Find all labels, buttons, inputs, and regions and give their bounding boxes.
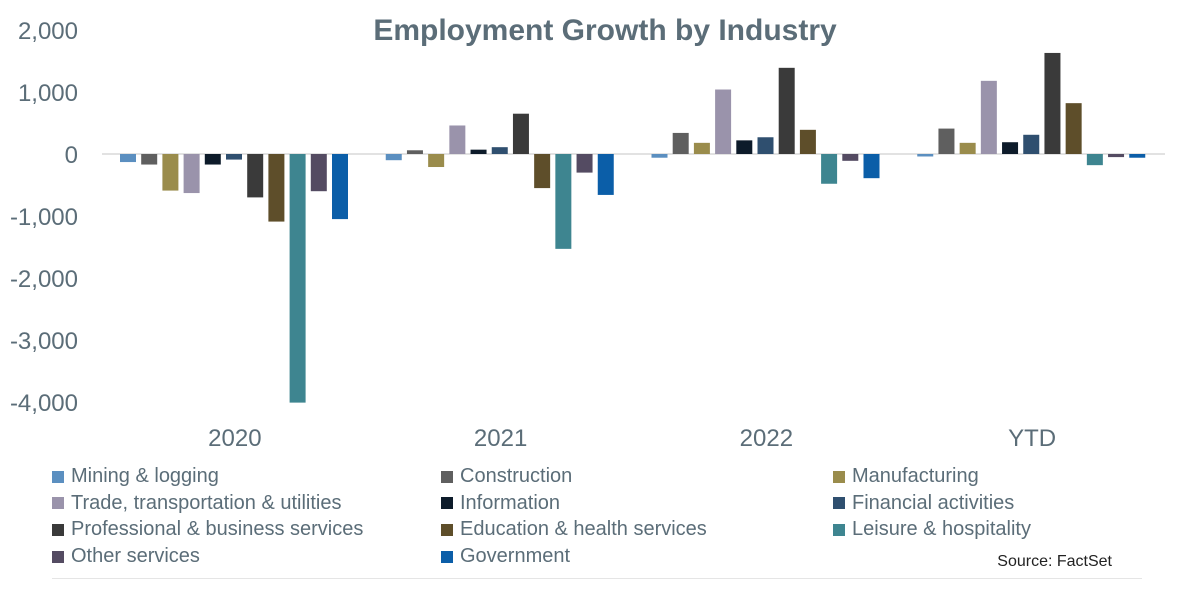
bar [1023, 134, 1040, 154]
legend-swatch [52, 523, 64, 536]
legend-swatch [441, 470, 453, 483]
bar [120, 154, 136, 163]
legend-item: Financial activities [833, 492, 1014, 515]
bar [917, 154, 934, 157]
legend-item: Professional & business services [52, 518, 363, 541]
bar [821, 154, 838, 184]
bar [310, 154, 327, 192]
bar [141, 154, 158, 165]
legend-label: Information [460, 491, 561, 514]
y-axis: 2,000 1,000 0 -1,000 -2,000 -3,000 -4,000 [10, 18, 1165, 417]
bar [736, 140, 753, 154]
x-tick-label: 2020 [208, 425, 261, 452]
bar [1086, 154, 1103, 166]
legend-item: Construction [441, 465, 572, 488]
y-tick-label: -4,000 [10, 390, 78, 417]
bar [470, 149, 487, 154]
legend-label: Mining & logging [71, 465, 219, 487]
legend-label: Financial activities [852, 491, 1015, 514]
legend-swatch [52, 550, 64, 563]
y-tick-label: -3,000 [10, 328, 78, 355]
x-tick-label: 2021 [474, 425, 527, 452]
y-tick-label: 0 [65, 142, 78, 169]
bar [597, 154, 614, 195]
legend-label: Education & health services [460, 518, 707, 541]
y-tick-label: -1,000 [10, 204, 78, 231]
legend-item: Information [441, 492, 560, 515]
y-tick-label: -2,000 [10, 266, 78, 293]
x-tick-label: 2022 [740, 425, 793, 452]
legend-swatch [833, 523, 845, 536]
legend-swatch [441, 523, 453, 536]
legend-label: Other services [71, 545, 200, 568]
bar [1108, 154, 1125, 158]
chart-title: Employment Growth by Industry [373, 14, 837, 47]
bar [226, 154, 242, 160]
legend-swatch [52, 497, 64, 510]
legend-swatch [833, 497, 845, 510]
bar [778, 67, 795, 154]
bar [1044, 52, 1061, 154]
legend-label: Leisure & hospitality [852, 518, 1031, 541]
legend-item: Education & health services [441, 518, 707, 541]
legend-swatch [52, 470, 64, 483]
y-tick-label: 2,000 [18, 18, 78, 45]
bar [162, 154, 179, 191]
bar [757, 137, 774, 154]
bar [268, 154, 285, 222]
x-axis: 2020 2021 2022 YTD [208, 425, 1056, 452]
bar [449, 125, 466, 154]
bar [576, 154, 593, 173]
bar [555, 154, 572, 249]
legend-swatch [441, 497, 453, 510]
bar [512, 113, 529, 154]
source-note: Source: FactSet [997, 553, 1112, 570]
legend-label: Government [460, 545, 571, 568]
legend-label: Manufacturing [852, 465, 979, 487]
bar [204, 154, 221, 165]
bar [491, 147, 508, 154]
bar [651, 154, 668, 158]
legend-swatch [441, 550, 453, 563]
legend-swatch [833, 470, 845, 483]
bar [938, 128, 955, 154]
legend-label: Construction [460, 465, 573, 487]
bar [672, 132, 689, 154]
bar [428, 154, 445, 168]
legend-item: Mining & logging [52, 465, 219, 488]
bar [863, 154, 880, 179]
bar [1002, 142, 1019, 154]
bar [799, 129, 816, 154]
bar [183, 154, 200, 194]
bar [693, 142, 710, 154]
legend-item: Leisure & hospitality [833, 518, 1031, 541]
legend-item: Other services [52, 545, 200, 568]
bar [842, 154, 859, 161]
bars [120, 52, 1146, 403]
bar [406, 150, 423, 154]
legend-label: Trade, transportation & utilities [71, 491, 342, 514]
x-tick-label: YTD [1008, 425, 1056, 452]
bar [385, 154, 402, 161]
y-tick-label: 1,000 [18, 80, 78, 107]
bar [332, 154, 348, 220]
legend-item: Trade, transportation & utilities [52, 492, 342, 515]
legend-item: Government [441, 545, 570, 568]
legend-item: Manufacturing [833, 465, 979, 488]
bar [1065, 103, 1082, 154]
bar [715, 89, 732, 154]
bar [289, 154, 306, 403]
bottom-divider [52, 578, 1142, 579]
legend-label: Professional & business services [71, 518, 364, 541]
bar [980, 80, 997, 154]
bar [247, 154, 264, 198]
bar [534, 154, 551, 189]
bar [959, 142, 976, 154]
bar [1129, 154, 1146, 158]
